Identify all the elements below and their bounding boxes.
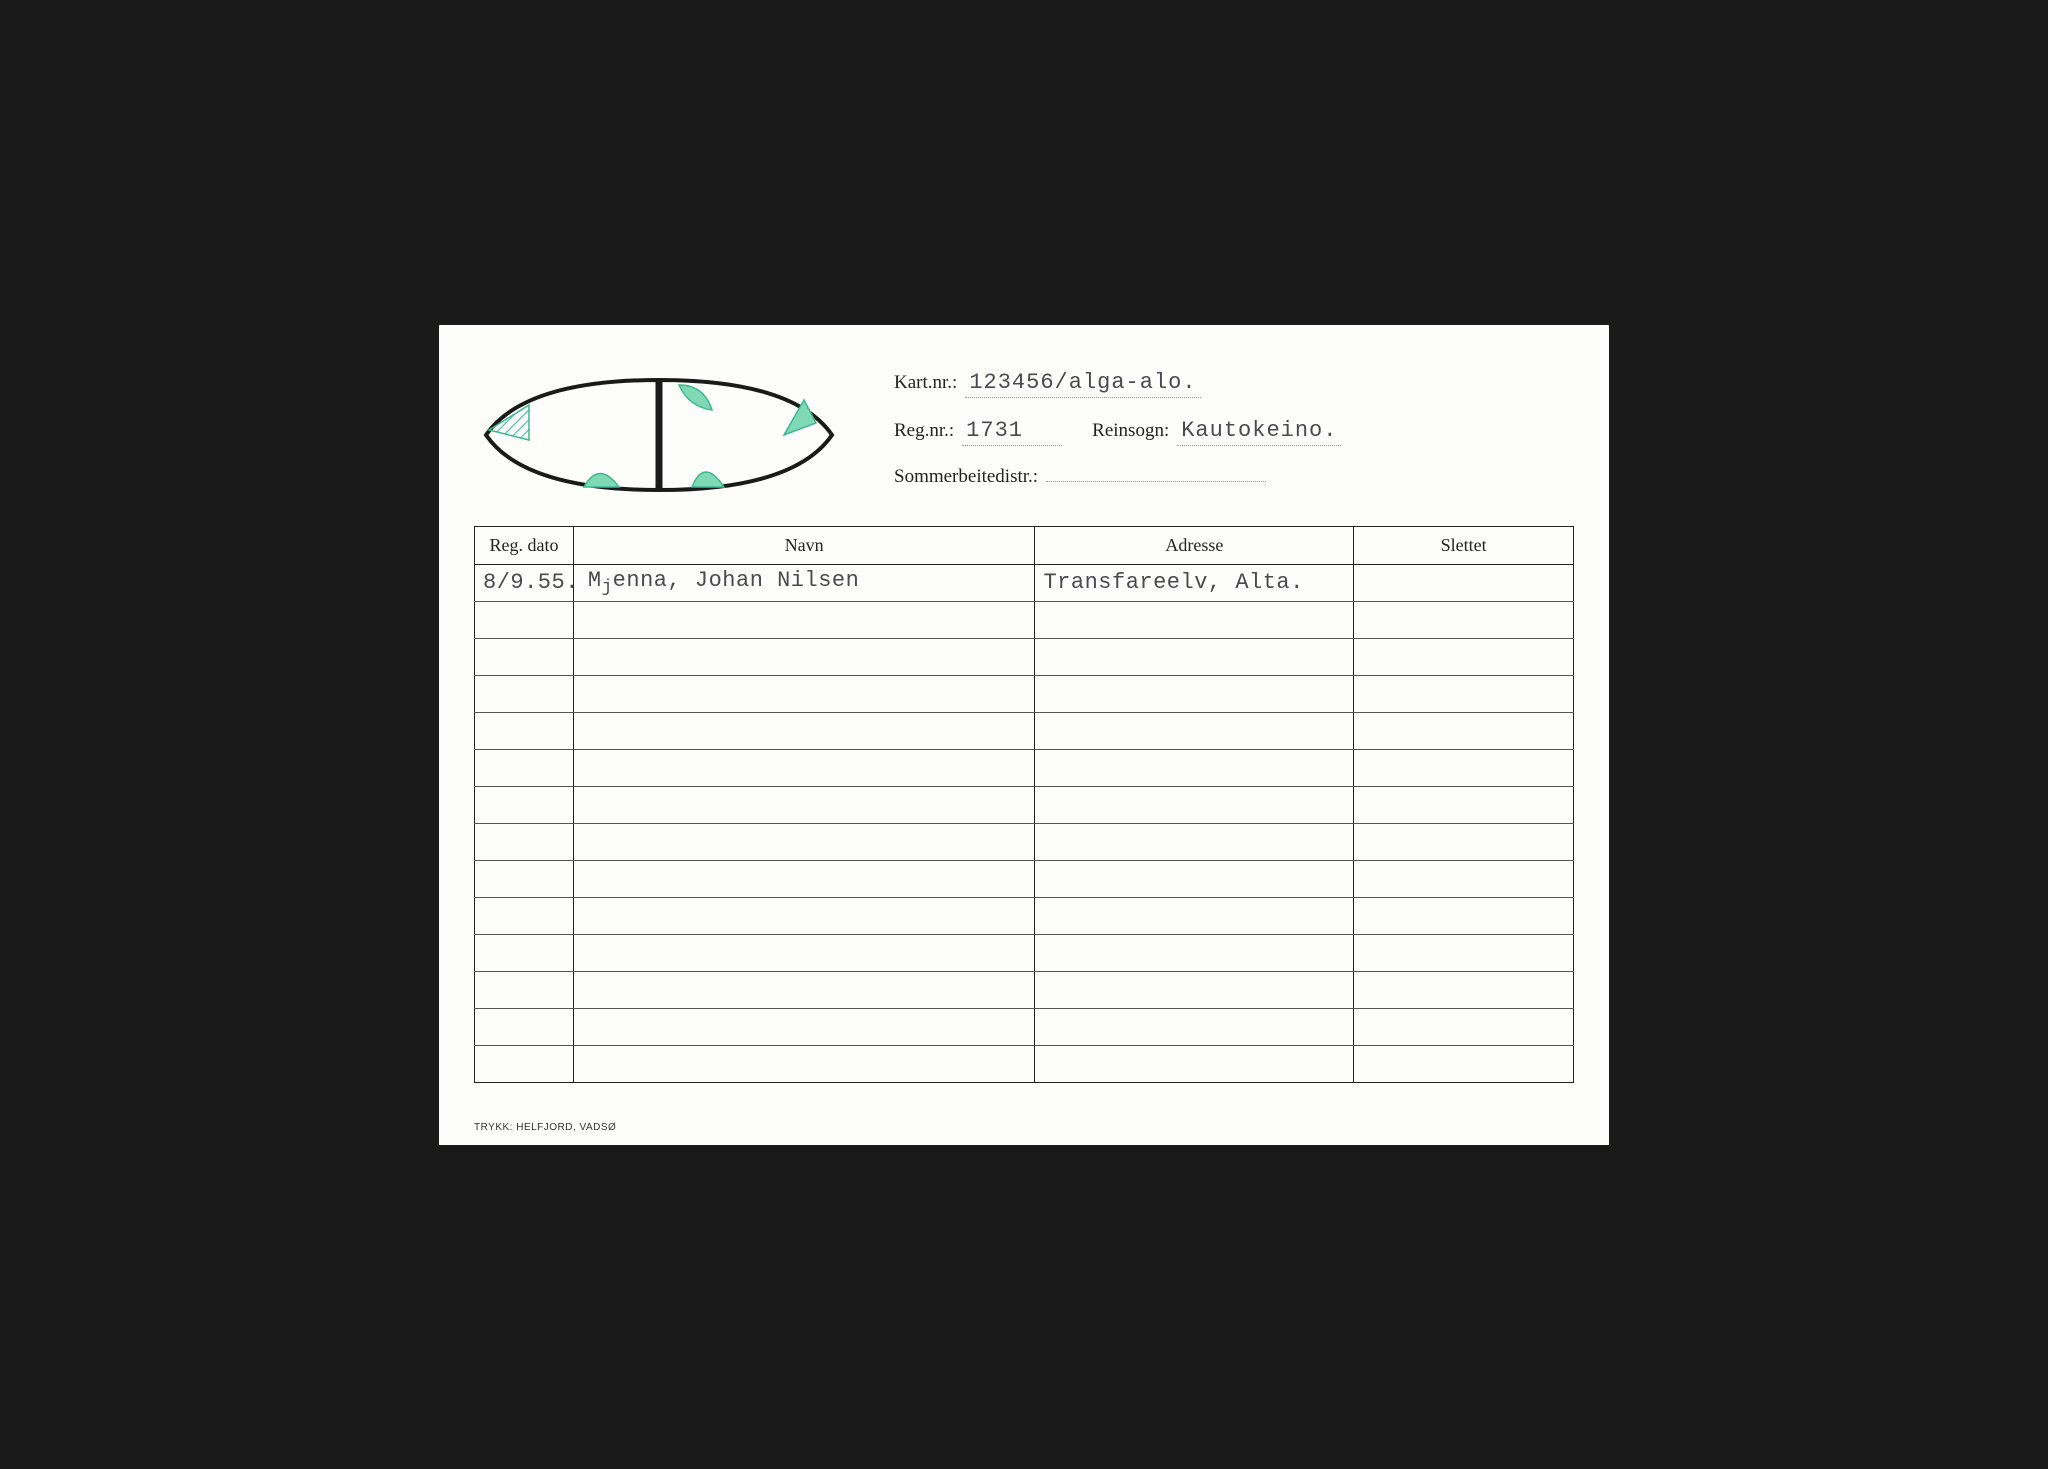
table-row [475, 601, 1574, 638]
sommer-label: Sommerbeitedistr.: [894, 466, 1038, 488]
col-header-date: Reg. dato [475, 526, 574, 564]
cell-address [1035, 1045, 1354, 1082]
cell-name: Mjenna, Johan Nilsen [573, 564, 1035, 601]
regnr-label: Reg.nr.: [894, 420, 954, 442]
cell-date: 8/9.55. [475, 564, 574, 601]
cell-deleted [1354, 897, 1574, 934]
table-row [475, 971, 1574, 1008]
cell-name [573, 601, 1035, 638]
reinsogn-group: Reinsogn: Kautokeino. [1092, 418, 1341, 446]
cell-deleted [1354, 860, 1574, 897]
cell-name [573, 823, 1035, 860]
header-fields: Kart.nr.: 123456/alga-alo. Reg.nr.: 1731… [894, 365, 1574, 508]
col-header-deleted: Slettet [1354, 526, 1574, 564]
cell-deleted [1354, 1045, 1574, 1082]
cell-address [1035, 860, 1354, 897]
cell-date [475, 971, 574, 1008]
cell-name [573, 1045, 1035, 1082]
ear-mark-diagram [474, 365, 844, 505]
table-row [475, 712, 1574, 749]
registration-table: Reg. dato Navn Adresse Slettet 8/9.55.Mj… [474, 526, 1574, 1083]
cell-name [573, 1008, 1035, 1045]
regnr-group: Reg.nr.: 1731 [894, 418, 1062, 446]
cell-address [1035, 638, 1354, 675]
cell-date [475, 675, 574, 712]
cell-deleted [1354, 675, 1574, 712]
cell-date [475, 934, 574, 971]
cell-name [573, 860, 1035, 897]
regnr-value: 1731 [962, 418, 1062, 446]
table-row [475, 675, 1574, 712]
cell-address [1035, 786, 1354, 823]
cell-name [573, 712, 1035, 749]
cell-address [1035, 897, 1354, 934]
cell-date [475, 749, 574, 786]
cell-name [573, 675, 1035, 712]
table-header-row: Reg. dato Navn Adresse Slettet [475, 526, 1574, 564]
kartnr-label: Kart.nr.: [894, 372, 957, 394]
cell-name [573, 638, 1035, 675]
print-credit: TRYKK: HELFJORD, VADSØ [474, 1122, 616, 1133]
cell-date [475, 601, 574, 638]
cell-name [573, 971, 1035, 1008]
cell-deleted [1354, 786, 1574, 823]
cell-address [1035, 675, 1354, 712]
cell-date [475, 860, 574, 897]
cell-date [475, 786, 574, 823]
sommer-row: Sommerbeitedistr.: [894, 466, 1574, 488]
table-row [475, 897, 1574, 934]
registration-card: Kart.nr.: 123456/alga-alo. Reg.nr.: 1731… [439, 325, 1609, 1145]
regnr-reinsogn-row: Reg.nr.: 1731 Reinsogn: Kautokeino. [894, 418, 1574, 446]
col-header-address: Adresse [1035, 526, 1354, 564]
table-row [475, 749, 1574, 786]
cell-name [573, 897, 1035, 934]
cell-address [1035, 601, 1354, 638]
table-row: 8/9.55.Mjenna, Johan NilsenTransfareelv,… [475, 564, 1574, 601]
cell-deleted [1354, 638, 1574, 675]
cell-address: Transfareelv, Alta. [1035, 564, 1354, 601]
cell-date [475, 712, 574, 749]
table-row [475, 1008, 1574, 1045]
table-row [475, 638, 1574, 675]
cell-deleted [1354, 712, 1574, 749]
cell-date [475, 1008, 574, 1045]
cell-name [573, 749, 1035, 786]
table-row [475, 1045, 1574, 1082]
cell-address [1035, 823, 1354, 860]
cell-deleted [1354, 971, 1574, 1008]
table-row [475, 860, 1574, 897]
cell-deleted [1354, 934, 1574, 971]
cell-address [1035, 712, 1354, 749]
cell-address [1035, 934, 1354, 971]
cell-deleted [1354, 601, 1574, 638]
reinsogn-value: Kautokeino. [1177, 418, 1341, 446]
cell-deleted [1354, 749, 1574, 786]
reinsogn-label: Reinsogn: [1092, 420, 1169, 442]
card-header: Kart.nr.: 123456/alga-alo. Reg.nr.: 1731… [474, 365, 1574, 508]
cell-deleted [1354, 564, 1574, 601]
cell-name [573, 934, 1035, 971]
cell-date [475, 638, 574, 675]
cell-address [1035, 749, 1354, 786]
table-row [475, 786, 1574, 823]
table-row [475, 823, 1574, 860]
cell-deleted [1354, 1008, 1574, 1045]
cell-date [475, 823, 574, 860]
cell-date [475, 897, 574, 934]
cell-deleted [1354, 823, 1574, 860]
col-header-name: Navn [573, 526, 1035, 564]
kartnr-row: Kart.nr.: 123456/alga-alo. [894, 370, 1574, 398]
cell-name [573, 786, 1035, 823]
cell-date [475, 1045, 574, 1082]
cell-address [1035, 971, 1354, 1008]
sommer-value [1046, 479, 1266, 482]
kartnr-value: 123456/alga-alo. [965, 370, 1200, 398]
cell-address [1035, 1008, 1354, 1045]
table-row [475, 934, 1574, 971]
